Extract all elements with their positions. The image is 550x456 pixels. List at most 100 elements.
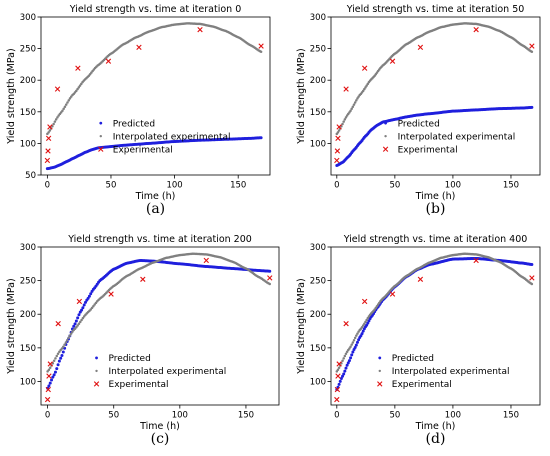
data-point bbox=[77, 322, 81, 325]
data-point bbox=[361, 324, 365, 327]
legend-label: Interpolated experimental bbox=[113, 132, 231, 142]
data-point bbox=[341, 122, 344, 126]
y-tick-label: 150 bbox=[20, 344, 36, 354]
y-tick-label: 150 bbox=[310, 108, 326, 118]
plot-frame bbox=[330, 16, 541, 176]
data-point bbox=[352, 338, 356, 342]
chart-title: Yield strength vs. time at iteration 50 bbox=[346, 4, 525, 15]
legend-entry: Interpolated experimental bbox=[99, 132, 231, 142]
data-point bbox=[79, 320, 82, 324]
x-tick-label: 100 bbox=[445, 181, 461, 191]
y-axis-label: Yield strength (MPa) bbox=[296, 48, 307, 144]
legend-label: Experimental bbox=[113, 145, 173, 155]
data-point bbox=[343, 369, 347, 373]
data-point bbox=[76, 316, 80, 320]
experimental-point bbox=[417, 44, 424, 51]
legend-entry: Predicted bbox=[95, 354, 151, 364]
data-point bbox=[48, 366, 52, 369]
data-point bbox=[351, 341, 355, 344]
data-point bbox=[68, 97, 72, 100]
data-point bbox=[64, 103, 68, 106]
x-tick-label: 150 bbox=[230, 181, 246, 191]
experimental-point bbox=[44, 157, 51, 164]
y-tick-label: 250 bbox=[310, 45, 326, 55]
data-point bbox=[69, 332, 73, 335]
plot-area bbox=[334, 22, 535, 168]
experimental-point bbox=[334, 157, 340, 164]
legend-label: Interpolated experimental bbox=[109, 367, 227, 377]
series-interpolated bbox=[46, 252, 271, 373]
experimental-point bbox=[336, 124, 342, 130]
data-point bbox=[68, 334, 72, 337]
x-tick-label: 100 bbox=[166, 181, 182, 191]
data-point bbox=[350, 353, 354, 357]
legend: Predicted Interpolated experimental Experi… bbox=[98, 119, 231, 155]
plot-frame bbox=[40, 16, 271, 176]
plot-frame bbox=[40, 246, 280, 406]
series-predicted bbox=[335, 105, 534, 168]
panel-caption: (a) bbox=[146, 201, 165, 217]
panel-caption: (d) bbox=[426, 431, 446, 447]
y-tick-label: 200 bbox=[310, 76, 326, 86]
data-point bbox=[60, 347, 64, 350]
data-point bbox=[58, 350, 61, 353]
data-point bbox=[341, 359, 344, 363]
experimental-point bbox=[44, 396, 51, 403]
data-point bbox=[259, 136, 263, 140]
data-point bbox=[341, 374, 345, 378]
data-point bbox=[64, 341, 68, 344]
experimental-point bbox=[389, 291, 396, 297]
data-point bbox=[63, 343, 66, 346]
x-tick-label: 50 bbox=[389, 181, 400, 191]
data-point bbox=[364, 320, 367, 324]
data-point bbox=[344, 116, 348, 119]
series-experimental bbox=[44, 26, 264, 164]
data-point bbox=[349, 356, 353, 360]
data-point bbox=[75, 325, 78, 329]
data-point bbox=[65, 338, 69, 342]
y-tick-label: 150 bbox=[310, 344, 326, 354]
x-tick-label: 100 bbox=[172, 411, 188, 421]
data-point bbox=[343, 118, 347, 121]
data-point bbox=[81, 306, 85, 310]
experimental-point bbox=[529, 43, 535, 49]
x-tick-label: 150 bbox=[503, 181, 519, 191]
data-point bbox=[47, 368, 51, 371]
data-point bbox=[364, 86, 367, 89]
data-point bbox=[56, 352, 60, 355]
legend-marker bbox=[99, 134, 102, 138]
series-experimental bbox=[334, 26, 535, 164]
experimental-point bbox=[140, 276, 146, 282]
legend-entry: Experimental bbox=[98, 145, 173, 155]
experimental-point bbox=[334, 386, 341, 393]
legend-marker bbox=[384, 121, 387, 125]
legend-marker bbox=[384, 134, 387, 138]
panel-caption: (c) bbox=[151, 431, 170, 447]
data-point bbox=[366, 316, 370, 320]
experimental-point bbox=[46, 373, 52, 379]
data-point bbox=[339, 377, 343, 381]
x-tick-label: 0 bbox=[45, 411, 50, 421]
experimental-point bbox=[473, 257, 479, 264]
experimental-point bbox=[105, 58, 112, 64]
legend-entry: Interpolated experimental bbox=[384, 132, 515, 142]
legend: Predicted Interpolated experimental Experi… bbox=[377, 354, 509, 390]
data-point bbox=[48, 381, 52, 385]
experimental-point bbox=[389, 58, 396, 64]
x-tick-label: 50 bbox=[108, 411, 119, 421]
legend-entry: Predicted bbox=[99, 119, 155, 129]
data-point bbox=[344, 352, 348, 355]
experimental-point bbox=[45, 386, 51, 393]
experimental-point bbox=[361, 298, 368, 305]
x-tick-label: 150 bbox=[503, 411, 519, 421]
data-point bbox=[84, 300, 87, 304]
legend-marker bbox=[95, 356, 98, 360]
legend-label: Interpolated experimental bbox=[392, 367, 510, 377]
experimental-point bbox=[335, 373, 341, 379]
data-point bbox=[344, 366, 348, 370]
x-tick-label: 50 bbox=[106, 181, 117, 191]
data-point bbox=[54, 357, 57, 360]
data-point bbox=[365, 84, 368, 87]
data-point bbox=[345, 363, 349, 367]
